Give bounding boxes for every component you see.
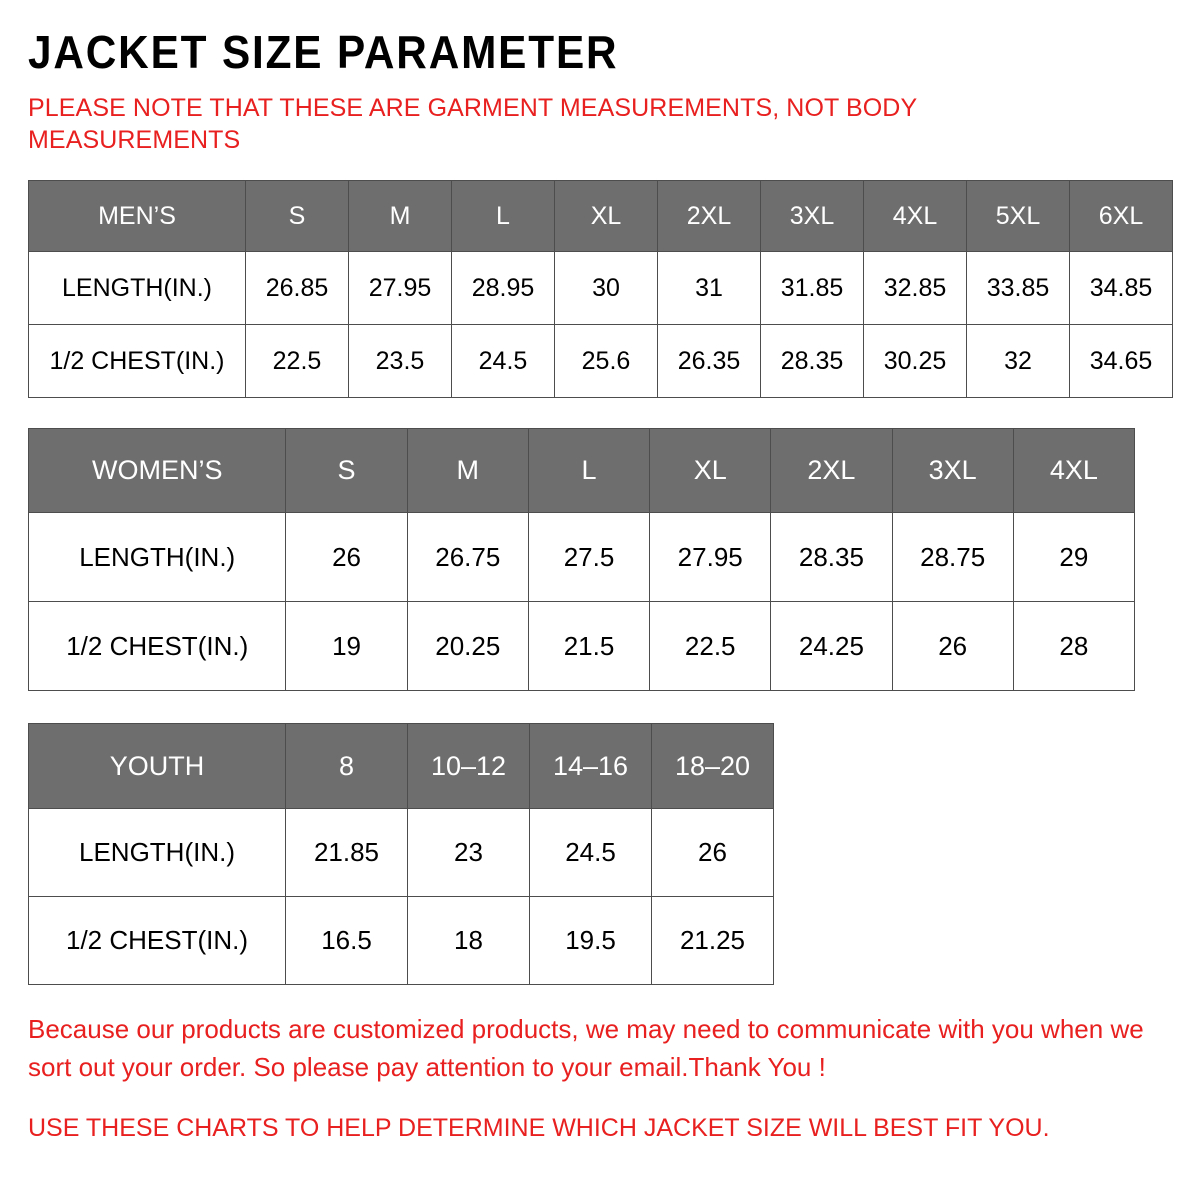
cell-value: 34.65 xyxy=(1069,324,1173,399)
cell-value: 27.95 xyxy=(649,512,772,603)
cell-value: 26 xyxy=(651,808,774,898)
row-label: 1/2 CHEST(IN.) xyxy=(28,896,286,986)
womens-size-table: WOMEN’S S M L XL 2XL 3XL 4XL LENGTH(IN.)… xyxy=(27,428,1136,692)
cell-value: 27.5 xyxy=(527,512,651,603)
garment-measurement-note: PLEASE NOTE THAT THESE ARE GARMENT MEASU… xyxy=(28,94,917,155)
cell-value: 28.95 xyxy=(451,251,555,326)
womens-col-header: 4XL xyxy=(1012,428,1136,514)
cell-value: 22.5 xyxy=(649,601,772,692)
cell-value: 21.85 xyxy=(285,808,408,898)
table-row: LENGTH(IN.) 26 26.75 27.5 27.95 28.35 28… xyxy=(27,512,1136,603)
table-row: 1/2 CHEST(IN.) 22.5 23.5 24.5 25.6 26.35… xyxy=(28,324,1173,399)
cell-value: 18 xyxy=(407,896,530,986)
cell-value: 29 xyxy=(1012,512,1136,603)
mens-col-header: 2XL xyxy=(657,180,761,253)
table-header-row: WOMEN’S S M L XL 2XL 3XL 4XL xyxy=(27,428,1136,514)
table-row: 1/2 CHEST(IN.) 16.5 18 19.5 21.25 xyxy=(28,896,774,986)
mens-col-header: 5XL xyxy=(966,180,1070,253)
cell-value: 34.85 xyxy=(1069,251,1173,326)
cell-value: 25.6 xyxy=(554,324,658,399)
cell-value: 28.75 xyxy=(891,512,1014,603)
cell-value: 32 xyxy=(966,324,1070,399)
cell-value: 24.25 xyxy=(770,601,893,692)
cell-value: 30.25 xyxy=(863,324,967,399)
cell-value: 33.85 xyxy=(966,251,1070,326)
row-label: 1/2 CHEST(IN.) xyxy=(27,601,287,692)
cell-value: 20.25 xyxy=(406,601,529,692)
womens-col-header: M xyxy=(406,428,529,514)
mens-col-header: M xyxy=(348,180,452,253)
womens-col-header: 2XL xyxy=(770,428,893,514)
cell-value: 31.85 xyxy=(760,251,864,326)
customization-note: Because our products are customized prod… xyxy=(28,1014,1144,1082)
cell-value: 28 xyxy=(1012,601,1136,692)
cell-value: 30 xyxy=(554,251,658,326)
cell-value: 32.85 xyxy=(863,251,967,326)
youth-category-header: YOUTH xyxy=(28,723,286,810)
row-label: LENGTH(IN.) xyxy=(28,251,246,326)
cell-value: 26.35 xyxy=(657,324,761,399)
cell-value: 21.5 xyxy=(527,601,651,692)
table-row: LENGTH(IN.) 26.85 27.95 28.95 30 31 31.8… xyxy=(28,251,1173,326)
youth-col-header: 18–20 xyxy=(651,723,774,810)
cell-value: 24.5 xyxy=(451,324,555,399)
cell-value: 24.5 xyxy=(529,808,652,898)
womens-col-header: S xyxy=(285,428,408,514)
cell-value: 28.35 xyxy=(760,324,864,399)
mens-category-header: MEN’S xyxy=(28,180,246,253)
mens-col-header: 4XL xyxy=(863,180,967,253)
womens-col-header: XL xyxy=(649,428,772,514)
cell-value: 26.75 xyxy=(406,512,529,603)
cell-value: 31 xyxy=(657,251,761,326)
youth-col-header: 10–12 xyxy=(407,723,530,810)
womens-category-header: WOMEN’S xyxy=(27,428,287,514)
cell-value: 16.5 xyxy=(285,896,408,986)
mens-size-table: MEN’S S M L XL 2XL 3XL 4XL 5XL 6XL LENGT… xyxy=(28,180,1173,399)
mens-col-header: L xyxy=(451,180,555,253)
page-title: JACKET SIZE PARAMETER xyxy=(28,26,619,78)
mens-col-header: 3XL xyxy=(760,180,864,253)
youth-col-header: 8 xyxy=(285,723,408,810)
cell-value: 23.5 xyxy=(348,324,452,399)
mens-col-header: 6XL xyxy=(1069,180,1173,253)
table-row: LENGTH(IN.) 21.85 23 24.5 26 xyxy=(28,808,774,898)
mens-col-header: XL xyxy=(554,180,658,253)
cell-value: 22.5 xyxy=(245,324,349,399)
row-label: 1/2 CHEST(IN.) xyxy=(28,324,246,399)
cell-value: 19 xyxy=(285,601,408,692)
cell-value: 26 xyxy=(285,512,408,603)
cell-value: 23 xyxy=(407,808,530,898)
cell-value: 27.95 xyxy=(348,251,452,326)
cell-value: 19.5 xyxy=(529,896,652,986)
cell-value: 28.35 xyxy=(770,512,893,603)
table-header-row: MEN’S S M L XL 2XL 3XL 4XL 5XL 6XL xyxy=(28,180,1173,253)
table-header-row: YOUTH 8 10–12 14–16 18–20 xyxy=(28,723,774,810)
row-label: LENGTH(IN.) xyxy=(27,512,287,603)
mens-col-header: S xyxy=(245,180,349,253)
womens-col-header: 3XL xyxy=(891,428,1014,514)
row-label: LENGTH(IN.) xyxy=(28,808,286,898)
footer-notes: Because our products are customized prod… xyxy=(28,1011,1172,1145)
cell-value: 21.25 xyxy=(651,896,774,986)
chart-usage-note: USE THESE CHARTS TO HELP DETERMINE WHICH… xyxy=(28,1113,1050,1142)
womens-col-header: L xyxy=(527,428,651,514)
youth-col-header: 14–16 xyxy=(529,723,652,810)
table-row: 1/2 CHEST(IN.) 19 20.25 21.5 22.5 24.25 … xyxy=(27,601,1136,692)
cell-value: 26.85 xyxy=(245,251,349,326)
cell-value: 26 xyxy=(891,601,1014,692)
youth-size-table: YOUTH 8 10–12 14–16 18–20 LENGTH(IN.) 21… xyxy=(28,723,774,986)
